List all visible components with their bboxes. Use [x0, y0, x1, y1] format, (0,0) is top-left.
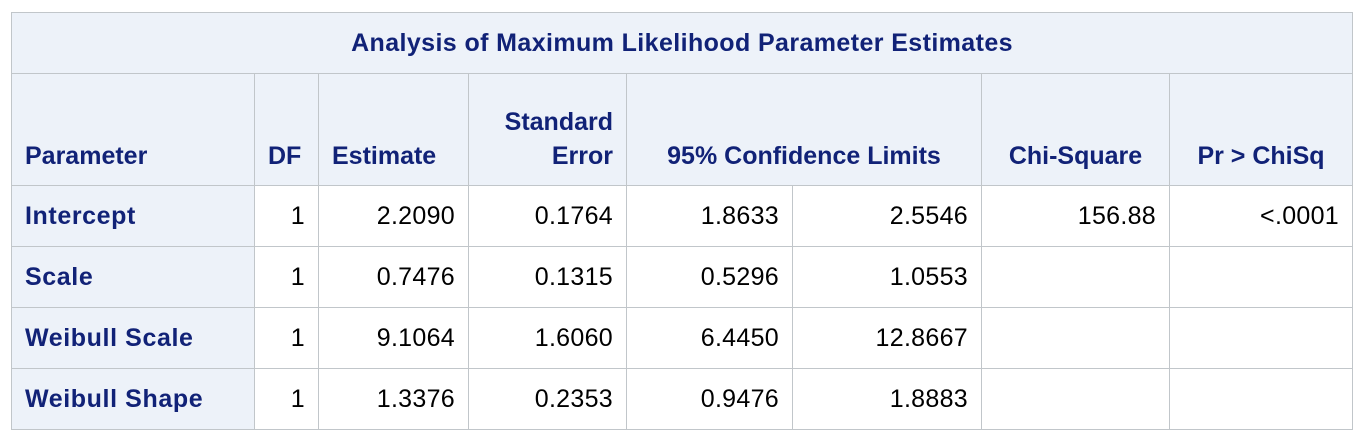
header-parameter: Parameter [11, 73, 255, 186]
cell-chi-square [981, 368, 1170, 430]
row-parameter: Weibull Scale [11, 307, 255, 369]
header-standard-error-line1: Standard [504, 108, 613, 136]
header-standard-error: Standard Error [468, 73, 627, 186]
cell-estimate: 2.2090 [318, 185, 469, 247]
parameter-estimates-table: Analysis of Maximum Likelihood Parameter… [10, 12, 1354, 430]
cell-lower-limit: 1.8633 [626, 185, 793, 247]
cell-upper-limit: 2.5546 [792, 185, 982, 247]
cell-pr-chisq [1168, 368, 1354, 430]
cell-lower-limit: 0.9476 [626, 368, 793, 430]
cell-df: 1 [254, 307, 319, 369]
cell-pr-chisq: <.0001 [1168, 185, 1354, 247]
cell-std-error: 0.1764 [468, 185, 627, 247]
table-title: Analysis of Maximum Likelihood Parameter… [10, 12, 1354, 74]
table-row: Scale 1 0.7476 0.1315 0.5296 1.0553 [11, 246, 1354, 308]
cell-pr-chisq [1168, 246, 1354, 308]
row-parameter: Scale [11, 246, 255, 308]
cell-df: 1 [254, 368, 319, 430]
cell-pr-chisq [1168, 307, 1354, 369]
header-chi-square: Chi-Square [981, 73, 1170, 186]
cell-df: 1 [254, 246, 319, 308]
parameter-estimates-table-container: Analysis of Maximum Likelihood Parameter… [10, 12, 1354, 430]
header-standard-error-line2: Error [551, 142, 613, 170]
table-title-row: Analysis of Maximum Likelihood Parameter… [10, 12, 1354, 74]
cell-chi-square [981, 307, 1170, 369]
cell-std-error: 0.1315 [468, 246, 627, 308]
cell-lower-limit: 0.5296 [626, 246, 793, 308]
header-df: DF [254, 73, 319, 186]
row-parameter: Weibull Shape [11, 368, 255, 430]
table-row: Weibull Scale 1 9.1064 1.6060 6.4450 12.… [11, 307, 1354, 369]
header-confidence-limits: 95% Confidence Limits [626, 73, 982, 186]
cell-std-error: 0.2353 [468, 368, 627, 430]
cell-df: 1 [254, 185, 319, 247]
header-estimate: Estimate [318, 73, 469, 186]
row-parameter: Intercept [11, 185, 255, 247]
cell-estimate: 1.3376 [318, 368, 469, 430]
cell-upper-limit: 1.8883 [792, 368, 982, 430]
table-row: Weibull Shape 1 1.3376 0.2353 0.9476 1.8… [11, 368, 1354, 430]
cell-upper-limit: 12.8667 [792, 307, 982, 369]
cell-chi-square [981, 246, 1170, 308]
cell-estimate: 0.7476 [318, 246, 469, 308]
column-header-row: Parameter DF Estimate Standard Error 95% … [11, 73, 1354, 186]
cell-lower-limit: 6.4450 [626, 307, 793, 369]
cell-upper-limit: 1.0553 [792, 246, 982, 308]
cell-std-error: 1.6060 [468, 307, 627, 369]
cell-chi-square: 156.88 [981, 185, 1170, 247]
table-row: Intercept 1 2.2090 0.1764 1.8633 2.5546 … [11, 185, 1354, 247]
header-pr-chisq: Pr > ChiSq [1168, 73, 1354, 186]
cell-estimate: 9.1064 [318, 307, 469, 369]
